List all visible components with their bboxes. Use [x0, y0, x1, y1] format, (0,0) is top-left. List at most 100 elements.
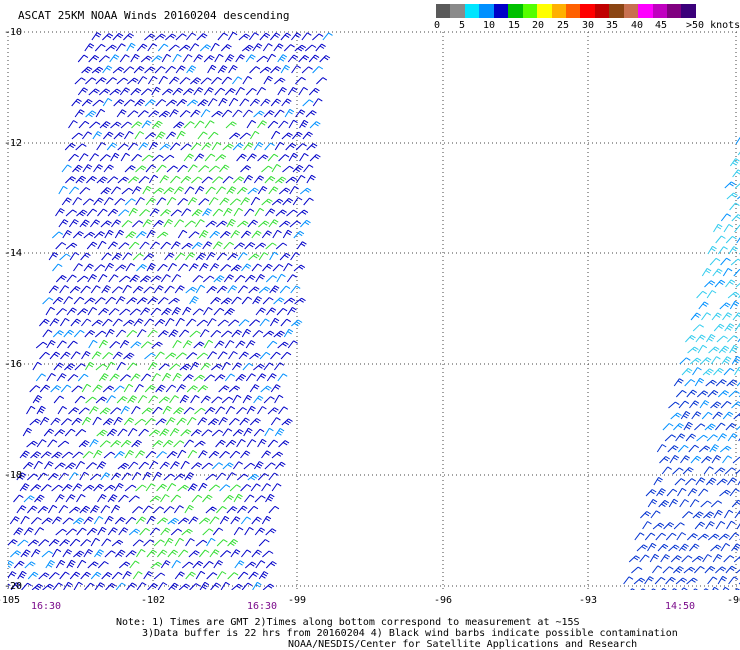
- wind-barb: [199, 549, 210, 558]
- wind-barb: [202, 241, 213, 250]
- wind-barb: [124, 449, 134, 459]
- wind-barb: [56, 373, 67, 382]
- wind-barb: [682, 511, 693, 519]
- wind-barb: [277, 54, 288, 63]
- wind-barb: [19, 483, 30, 492]
- wind-barb: [206, 251, 216, 261]
- wind-barb: [148, 141, 159, 151]
- wind-barb: [107, 208, 119, 217]
- wind-barb: [144, 352, 156, 360]
- wind-barb: [104, 515, 114, 525]
- wind-barb: [230, 549, 241, 558]
- wind-barb: [119, 54, 130, 63]
- wind-barb: [222, 143, 234, 151]
- wind-barb: [190, 394, 200, 404]
- wind-barb: [177, 197, 188, 206]
- wind-barb: [728, 576, 739, 585]
- wind-barb: [138, 176, 150, 184]
- colorbar-segment: [522, 4, 538, 18]
- wind-barb: [219, 484, 231, 492]
- wind-barb: [214, 53, 224, 63]
- wind-barb: [228, 417, 240, 426]
- wind-barb: [723, 367, 735, 376]
- wind-barb: [689, 400, 700, 409]
- wind-barb: [210, 42, 220, 52]
- wind-barb: [681, 587, 688, 590]
- wind-barb: [183, 407, 195, 415]
- wind-barb: [243, 427, 253, 437]
- wind-barb: [737, 196, 740, 200]
- wind-barb: [192, 308, 204, 316]
- wind-barb: [93, 449, 103, 459]
- wind-barb: [292, 164, 304, 173]
- wind-barb: [261, 450, 272, 459]
- wind-barb: [150, 307, 162, 316]
- wind-barb: [51, 516, 62, 525]
- wind-barb: [212, 462, 224, 470]
- wind-barb: [65, 528, 77, 536]
- wind-barb: [145, 132, 157, 140]
- wind-barb: [190, 142, 202, 151]
- wind-barb: [288, 119, 298, 129]
- wind-barb: [56, 340, 67, 349]
- wind-barb: [675, 433, 686, 442]
- wind-barb: [59, 285, 70, 294]
- wind-barb: [679, 357, 691, 365]
- wind-barb: [97, 561, 109, 569]
- wind-barb: [115, 296, 126, 305]
- colorbar-segment: [638, 4, 653, 18]
- wind-barb: [253, 141, 264, 151]
- wind-barb: [65, 176, 76, 184]
- wind-barb: [46, 339, 56, 349]
- wind-barb: [157, 582, 168, 590]
- wind-barb: [164, 285, 175, 294]
- wind-barb: [255, 273, 265, 283]
- wind-barb: [237, 571, 249, 580]
- wind-barb: [167, 517, 179, 525]
- wind-barb: [36, 439, 47, 448]
- wind-barb: [244, 494, 255, 503]
- colorbar-segment: [609, 4, 624, 18]
- wind-barb: [727, 433, 738, 442]
- wind-barb: [240, 165, 252, 173]
- wind-barb: [140, 55, 153, 63]
- wind-barb: [48, 572, 60, 580]
- wind-barb: [186, 99, 199, 107]
- wind-barb: [274, 109, 285, 118]
- wind-barb: [264, 175, 276, 184]
- wind-barb: [662, 566, 674, 574]
- wind-barb: [141, 407, 153, 415]
- wind-barb: [694, 423, 706, 431]
- latitude-label: -14: [4, 248, 22, 259]
- colorbar-labels: 0 5 10 15 20 25 30 35 40 45 >50 knots: [430, 20, 740, 32]
- wind-barb: [199, 581, 210, 590]
- wind-barb: [261, 515, 272, 525]
- wind-barb: [47, 439, 58, 448]
- wind-barb: [221, 76, 232, 85]
- wind-barb: [713, 223, 723, 233]
- wind-barb: [240, 516, 252, 525]
- wind-barb: [286, 274, 297, 283]
- wind-barb: [707, 533, 720, 541]
- wind-barb: [147, 329, 158, 338]
- wind-barb: [263, 110, 275, 118]
- wind-barb: [732, 169, 740, 178]
- wind-barb: [255, 307, 266, 316]
- wind-barb: [738, 437, 740, 442]
- wind-barb: [240, 197, 250, 206]
- wind-barb: [140, 88, 153, 96]
- wind-barb: [129, 274, 140, 283]
- wind-barb: [239, 132, 251, 140]
- wind-barb: [256, 86, 266, 96]
- wind-barb: [72, 517, 85, 525]
- wind-barb: [678, 400, 690, 409]
- wind-barb: [203, 55, 215, 63]
- latitude-label: -20: [4, 581, 22, 592]
- colorbar-label: 20: [532, 20, 545, 31]
- wind-barb: [93, 549, 104, 558]
- wind-barb: [253, 395, 264, 404]
- wind-barb: [85, 110, 97, 118]
- wind-barb: [254, 242, 267, 250]
- wind-barb: [680, 455, 690, 464]
- wind-barb: [65, 494, 76, 503]
